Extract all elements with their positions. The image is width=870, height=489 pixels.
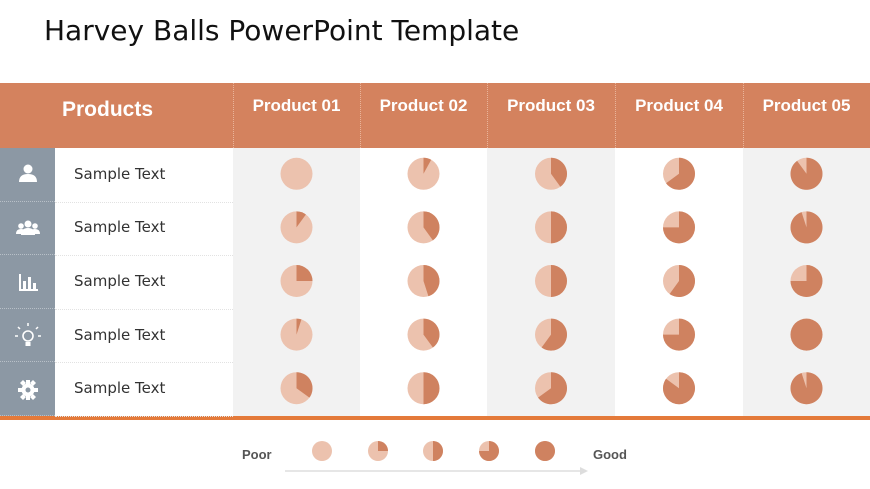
row-line <box>55 362 233 417</box>
row-line <box>55 255 233 310</box>
row-label: Sample Text <box>74 218 166 237</box>
icon-group <box>16 220 40 235</box>
slide-title: Harvey Balls PowerPoint Template <box>44 14 520 47</box>
harvey-ball-fill <box>538 372 567 405</box>
harvey-ball-fill <box>551 157 567 187</box>
harvey-ball-fill <box>662 372 695 405</box>
harvey-ball-fill <box>790 265 823 297</box>
harvey-ball-base <box>312 441 332 461</box>
harvey-ball-fill <box>378 441 388 451</box>
header-band <box>0 83 870 148</box>
harvey-ball-fill <box>669 265 695 297</box>
icons <box>15 164 41 400</box>
harvey-ball-fill <box>790 157 823 190</box>
harvey-ball-base <box>280 157 313 190</box>
harvey-ball-fill <box>433 441 443 461</box>
harvey-ball-fill <box>423 372 440 405</box>
column-divider <box>615 83 616 148</box>
harvey-ball-fill <box>296 265 313 281</box>
legend-high: Good <box>593 447 627 462</box>
harvey-ball-fill <box>423 265 440 297</box>
icon-cell <box>0 308 55 363</box>
harvey-ball-fill <box>551 265 567 297</box>
column-header: Product 03 <box>507 96 595 115</box>
harvey-ball-fill <box>423 157 432 174</box>
row-line <box>55 148 233 203</box>
base-line <box>0 416 870 420</box>
harvey-ball-fill <box>541 318 567 351</box>
row-label: Sample Text <box>74 164 166 183</box>
header-label: Products <box>62 98 154 121</box>
column-header: Product 01 <box>252 96 341 115</box>
row-label: Sample Text <box>74 272 166 290</box>
legend-low: Poor <box>242 447 272 462</box>
column-divider <box>487 83 488 148</box>
legend-arrow-head <box>580 467 588 475</box>
harvey-ball-fill <box>296 318 302 335</box>
column-divider <box>743 83 744 148</box>
row-label: Sample Text <box>74 325 166 344</box>
icon-bars <box>19 274 38 291</box>
column-divider <box>233 83 234 148</box>
harvey-ball-fill <box>790 211 823 244</box>
column-header: Product 02 <box>379 96 468 115</box>
harvey-ball-fill <box>423 211 440 241</box>
harvey-ball-fill <box>551 211 567 244</box>
harvey-ball-fill <box>666 157 695 190</box>
row-label: Sample Text <box>74 379 166 398</box>
harvey-ball-fill <box>535 441 555 461</box>
column-divider <box>360 83 361 148</box>
harvey-ball-fill <box>663 211 695 244</box>
column-header: Product 05 <box>762 96 851 115</box>
harvey-ball-fill <box>296 372 313 398</box>
harvey-ball-fill <box>296 211 306 228</box>
icon-bulb <box>15 323 41 346</box>
row-line <box>55 202 233 257</box>
column-header: Product 04 <box>635 96 723 115</box>
icon-person <box>19 164 37 182</box>
harvey-ball-fill <box>790 318 823 351</box>
row-line <box>55 309 233 364</box>
icon-cell <box>0 255 55 309</box>
harvey-ball-fill <box>479 441 499 461</box>
icon-gear <box>18 380 38 400</box>
harvey-ball-fill <box>423 318 440 348</box>
harvey-ball-fill <box>790 372 823 405</box>
harvey-ball-fill <box>663 318 695 351</box>
